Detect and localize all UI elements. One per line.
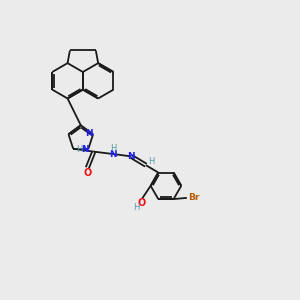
Text: N: N: [128, 152, 135, 161]
Text: H: H: [110, 144, 116, 153]
Text: Br: Br: [188, 194, 199, 202]
Text: N: N: [110, 149, 117, 158]
Text: N: N: [81, 146, 89, 154]
Text: N: N: [85, 128, 93, 137]
Text: H: H: [133, 203, 139, 212]
Text: O: O: [83, 168, 92, 178]
Text: H: H: [76, 146, 82, 154]
Text: O: O: [138, 198, 146, 208]
Text: H: H: [148, 157, 154, 166]
